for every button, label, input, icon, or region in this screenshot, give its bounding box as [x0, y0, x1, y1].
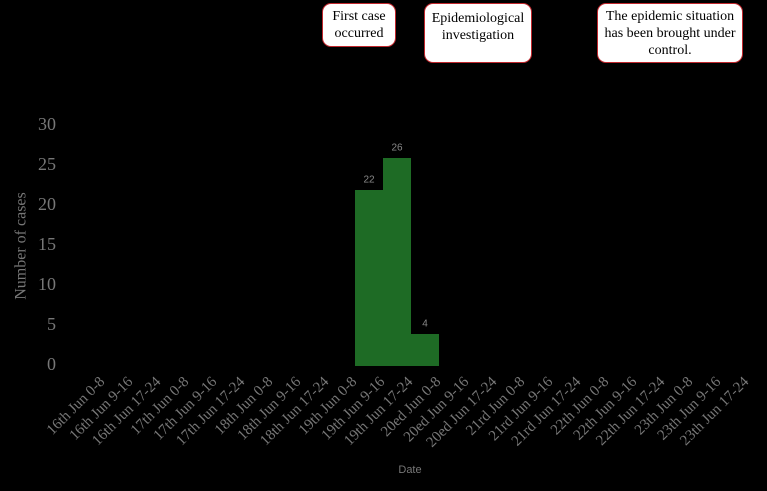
- y-axis-label: Number of cases: [13, 192, 30, 300]
- annotation: First case occurred: [322, 3, 396, 47]
- y-tick-label: 15: [38, 234, 56, 254]
- x-axis-label: Date: [398, 464, 421, 476]
- data-label: 26: [391, 143, 403, 154]
- bar: [411, 334, 439, 366]
- y-tick-label: 30: [38, 114, 56, 134]
- y-tick-label: 10: [38, 274, 56, 294]
- annotation: Epidemiological investigation: [424, 3, 532, 63]
- y-tick-label: 25: [38, 154, 56, 174]
- y-tick-label: 5: [47, 314, 56, 334]
- bar: [355, 190, 383, 366]
- annotation: The epidemic situation has been brought …: [597, 3, 743, 63]
- data-label: 4: [422, 319, 428, 330]
- data-label: 22: [363, 175, 375, 186]
- y-tick-label: 0: [47, 354, 56, 374]
- y-tick-label: 20: [38, 194, 56, 214]
- bar: [383, 158, 411, 366]
